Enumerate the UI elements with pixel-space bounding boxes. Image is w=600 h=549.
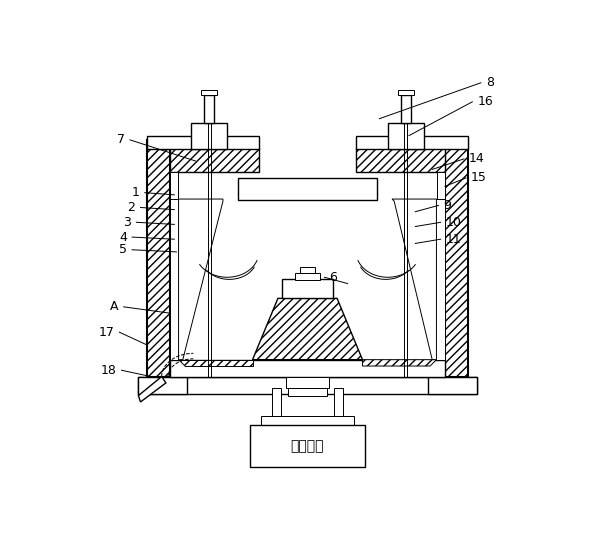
- Bar: [147, 140, 170, 377]
- Bar: [295, 273, 320, 280]
- Polygon shape: [139, 377, 166, 402]
- Bar: [301, 267, 314, 273]
- Bar: [199, 225, 208, 256]
- Bar: [401, 94, 411, 124]
- Text: 16: 16: [478, 96, 493, 108]
- Bar: [437, 171, 445, 377]
- Bar: [261, 416, 354, 425]
- Text: 17: 17: [98, 326, 115, 339]
- Text: 驱动电机: 驱动电机: [291, 439, 324, 453]
- Polygon shape: [253, 299, 362, 360]
- Bar: [334, 389, 343, 416]
- Bar: [286, 377, 329, 389]
- Text: 4: 4: [119, 231, 127, 244]
- Bar: [147, 136, 259, 149]
- Text: 7: 7: [117, 133, 125, 147]
- Bar: [272, 389, 281, 416]
- Text: A: A: [110, 300, 119, 313]
- Bar: [170, 360, 445, 377]
- Polygon shape: [179, 360, 253, 366]
- Polygon shape: [179, 199, 223, 360]
- Text: 10: 10: [446, 216, 461, 229]
- Bar: [434, 199, 445, 360]
- Bar: [170, 171, 178, 377]
- Text: 18: 18: [101, 364, 116, 377]
- Text: 5: 5: [119, 243, 127, 256]
- Bar: [289, 389, 326, 396]
- Bar: [407, 225, 416, 256]
- Bar: [201, 91, 217, 96]
- Text: 2: 2: [128, 201, 136, 214]
- Bar: [356, 136, 468, 149]
- Polygon shape: [362, 360, 436, 366]
- Bar: [238, 178, 377, 200]
- Bar: [139, 377, 187, 394]
- Text: 3: 3: [124, 216, 131, 229]
- Text: 11: 11: [446, 233, 461, 246]
- Bar: [445, 140, 468, 377]
- Text: 8: 8: [486, 76, 494, 89]
- Bar: [428, 377, 476, 394]
- Bar: [398, 91, 414, 96]
- Bar: [170, 199, 181, 360]
- Bar: [170, 148, 259, 171]
- Text: 9: 9: [443, 199, 451, 212]
- Bar: [356, 148, 445, 171]
- Text: 6: 6: [329, 271, 337, 284]
- Text: 14: 14: [469, 153, 485, 165]
- Polygon shape: [392, 199, 436, 360]
- Bar: [250, 425, 365, 467]
- Bar: [139, 377, 476, 394]
- Bar: [191, 123, 227, 149]
- Bar: [282, 279, 333, 299]
- Bar: [204, 94, 214, 124]
- Bar: [388, 123, 424, 149]
- Text: 15: 15: [471, 171, 487, 184]
- Text: 1: 1: [132, 186, 140, 199]
